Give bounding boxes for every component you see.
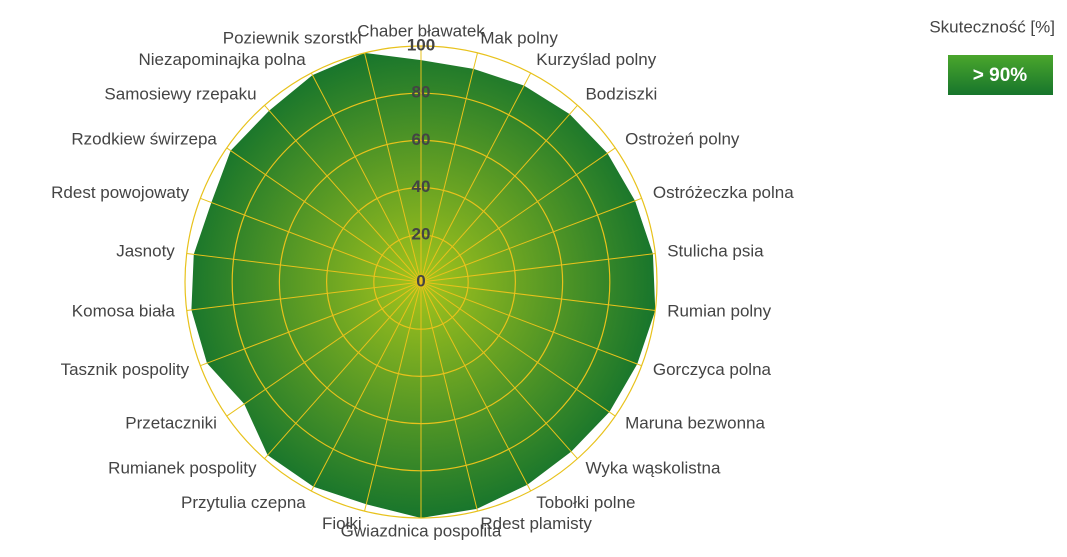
category-label: Bodziszki [585, 84, 657, 103]
spoke [226, 281, 422, 417]
category-label: Gwiazdnica pospolita [341, 521, 502, 540]
spoke [420, 197, 642, 283]
legend-label: > 90% [973, 65, 1028, 86]
category-label: Samosiewy rzepaku [104, 84, 256, 103]
category-label: Jasnoty [116, 241, 175, 260]
spoke [420, 281, 532, 492]
r-tick-label: 60 [412, 130, 431, 149]
r-tick-label: 0 [416, 271, 425, 290]
spoke [186, 281, 422, 311]
category-label: Ostrożeń polny [625, 129, 740, 148]
r-tick-label: 100 [407, 35, 435, 54]
spoke [200, 197, 422, 283]
spoke [420, 281, 656, 311]
spoke [420, 72, 532, 283]
spoke [364, 52, 422, 283]
spoke [364, 281, 422, 512]
category-label: Rumianek pospolity [108, 459, 257, 478]
category-label: Rdest powojowaty [51, 183, 189, 202]
category-label: Poziewnik szorstki [223, 29, 362, 48]
category-label: Maruna bezwonna [625, 414, 765, 433]
category-label: Przetaczniki [125, 414, 217, 433]
spoke [420, 147, 616, 283]
spoke [310, 281, 422, 492]
category-label: Ostróżeczka polna [653, 183, 794, 202]
category-label: Mak polny [480, 29, 558, 48]
legend-box [948, 55, 1053, 95]
category-label: Wyka wąskolistna [585, 459, 720, 478]
category-label: Tobołki polne [536, 493, 635, 512]
spoke [226, 147, 422, 283]
r-tick-label: 40 [412, 177, 431, 196]
legend-title: Skuteczność [%] [929, 17, 1055, 36]
spoke [200, 281, 422, 367]
spoke [420, 281, 642, 367]
category-label: Gorczyca polna [653, 360, 772, 379]
r-tick-label: 20 [412, 224, 431, 243]
spoke [420, 105, 578, 283]
category-label: Tasznik pospolity [61, 360, 190, 379]
spoke [264, 281, 422, 459]
category-label: Fiołki [322, 514, 362, 533]
category-label: Niezapominajka polna [138, 50, 306, 69]
r-tick-label: 80 [412, 83, 431, 102]
spoke [420, 281, 616, 417]
category-label: Stulicha psia [667, 241, 764, 260]
spoke [420, 52, 478, 283]
category-label: Chaber bławatek [357, 21, 485, 40]
spoke [420, 253, 656, 283]
category-label: Rzodkiew świrzepa [71, 129, 217, 148]
spoke [264, 105, 422, 283]
spoke [186, 253, 422, 283]
category-label: Przytulia czepna [181, 493, 306, 512]
spoke [310, 72, 422, 283]
spoke [420, 281, 578, 459]
category-label: Rumian polny [667, 302, 771, 321]
category-label: Rdest plamisty [480, 514, 592, 533]
category-label: Komosa biała [72, 302, 176, 321]
category-label: Kurzyślad polny [536, 50, 657, 69]
spoke [420, 281, 478, 512]
